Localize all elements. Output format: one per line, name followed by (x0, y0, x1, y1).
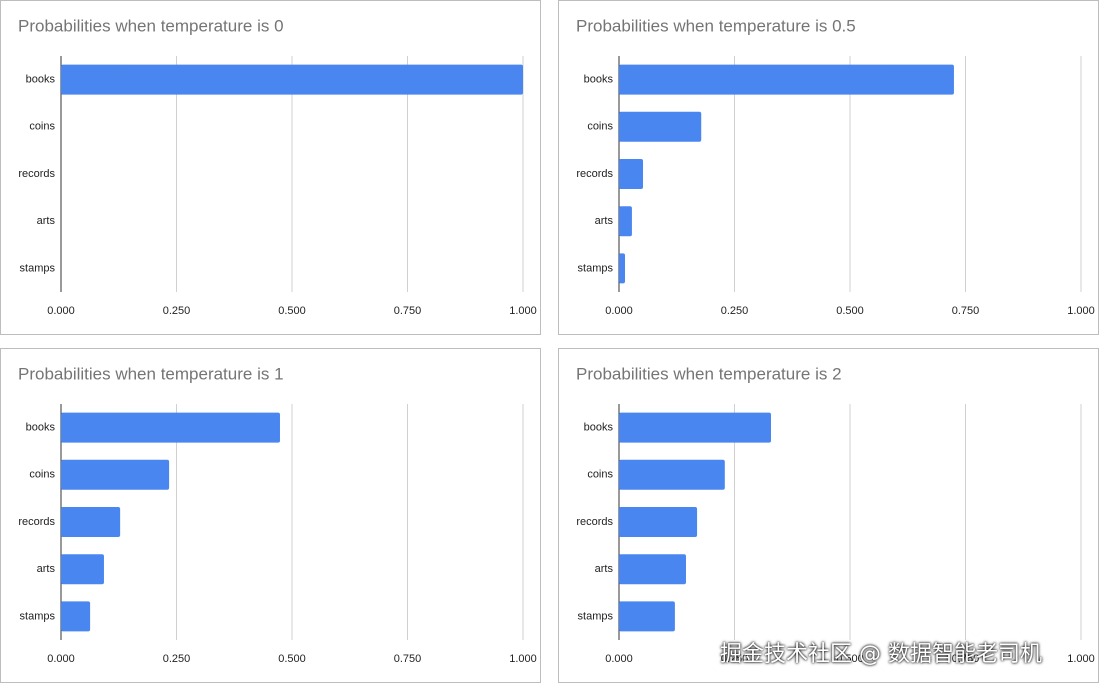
bar (61, 507, 121, 537)
bar (619, 111, 702, 142)
y-tick-label: coins (29, 469, 55, 481)
x-tick-label: 1.000 (509, 653, 537, 665)
x-tick-label: 0.500 (278, 653, 306, 665)
x-tick-label: 0.750 (394, 305, 422, 317)
y-tick-label: stamps (578, 262, 614, 274)
chart-title: Probabilities when temperature is 0.5 (576, 16, 856, 35)
bar (61, 64, 523, 95)
bar (619, 253, 626, 284)
x-tick-label: 0.250 (721, 653, 749, 665)
bar (619, 554, 686, 585)
chart-panel: Probabilities when temperature is 0.5 0.0… (558, 0, 1099, 335)
x-tick-label: 0.250 (163, 653, 191, 665)
y-tick-label: arts (595, 215, 614, 227)
bar (61, 459, 170, 490)
chart-title: Probabilities when temperature is 0 (18, 16, 284, 35)
chart-title: Probabilities when temperature is 1 (18, 364, 284, 383)
panel-border (558, 0, 1099, 335)
x-tick-label: 0.000 (605, 653, 633, 665)
x-tick-label: 0.250 (163, 305, 191, 317)
y-tick-label: coins (587, 469, 613, 481)
bar (619, 206, 632, 237)
bar (61, 554, 104, 585)
y-tick-label: records (576, 516, 613, 528)
y-tick-label: books (584, 74, 614, 86)
y-tick-label: books (26, 74, 56, 86)
panel-border (558, 348, 1099, 683)
chart-title: Probabilities when temperature is 2 (576, 364, 842, 383)
y-tick-label: coins (587, 121, 613, 133)
x-tick-label: 1.000 (1067, 305, 1095, 317)
y-tick-label: books (26, 422, 56, 434)
x-tick-label: 0.000 (605, 305, 633, 317)
y-tick-label: arts (37, 215, 56, 227)
y-tick-label: stamps (578, 610, 614, 622)
x-tick-label: 0.000 (47, 653, 75, 665)
y-tick-label: records (18, 516, 55, 528)
bar (61, 601, 91, 632)
bar (619, 159, 644, 189)
chart-panel: Probabilities when temperature is 2 0.000… (558, 348, 1099, 683)
y-tick-label: arts (595, 563, 614, 575)
bar (619, 459, 725, 490)
x-tick-label: 1.000 (1067, 653, 1095, 665)
bar (619, 601, 675, 632)
x-tick-label: 0.500 (278, 305, 306, 317)
y-tick-label: stamps (20, 610, 56, 622)
y-tick-label: records (18, 168, 55, 180)
x-tick-label: 0.750 (952, 653, 980, 665)
y-tick-label: stamps (20, 262, 56, 274)
y-tick-label: coins (29, 121, 55, 133)
x-tick-label: 0.500 (836, 653, 864, 665)
y-tick-label: books (584, 422, 614, 434)
bar (619, 412, 771, 443)
bar (619, 64, 954, 95)
y-tick-label: arts (37, 563, 56, 575)
x-tick-label: 0.750 (394, 653, 422, 665)
bar (61, 412, 280, 443)
watermark: 掘金技术社区 @ 数据智能老司机 (720, 642, 1042, 667)
bar (619, 507, 698, 537)
x-tick-label: 0.750 (952, 305, 980, 317)
x-tick-label: 0.000 (47, 305, 75, 317)
chart-panel: Probabilities when temperature is 1 0.000… (0, 348, 541, 683)
x-tick-label: 0.250 (721, 305, 749, 317)
panel-border (0, 0, 541, 335)
x-tick-label: 0.500 (836, 305, 864, 317)
x-tick-label: 1.000 (509, 305, 537, 317)
chart-panel: Probabilities when temperature is 0 0.000… (0, 0, 541, 335)
panel-border (0, 348, 541, 683)
y-tick-label: records (576, 168, 613, 180)
